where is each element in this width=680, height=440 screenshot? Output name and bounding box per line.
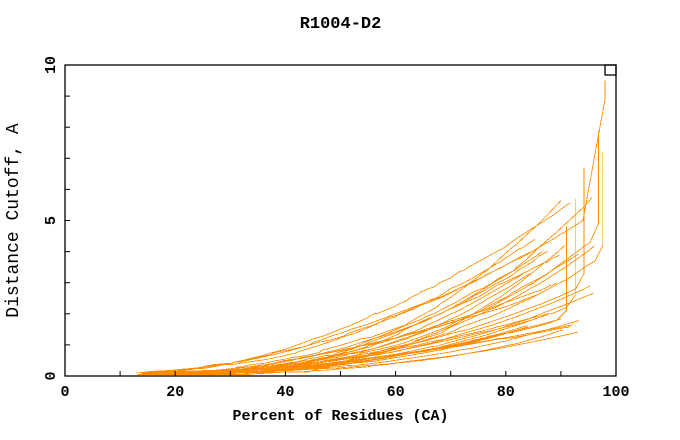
svg-text:10: 10 xyxy=(43,56,60,74)
svg-text:R1004-D2: R1004-D2 xyxy=(300,15,382,34)
svg-text:40: 40 xyxy=(276,384,294,401)
svg-text:0: 0 xyxy=(60,384,69,401)
svg-text:60: 60 xyxy=(387,384,405,401)
svg-text:0: 0 xyxy=(43,371,60,380)
svg-text:80: 80 xyxy=(497,384,515,401)
svg-text:5: 5 xyxy=(43,216,60,225)
svg-text:Distance Cutoff, A: Distance Cutoff, A xyxy=(4,123,24,318)
svg-text:Percent of Residues (CA): Percent of Residues (CA) xyxy=(232,408,448,425)
svg-text:100: 100 xyxy=(602,384,629,401)
svg-text:20: 20 xyxy=(166,384,184,401)
